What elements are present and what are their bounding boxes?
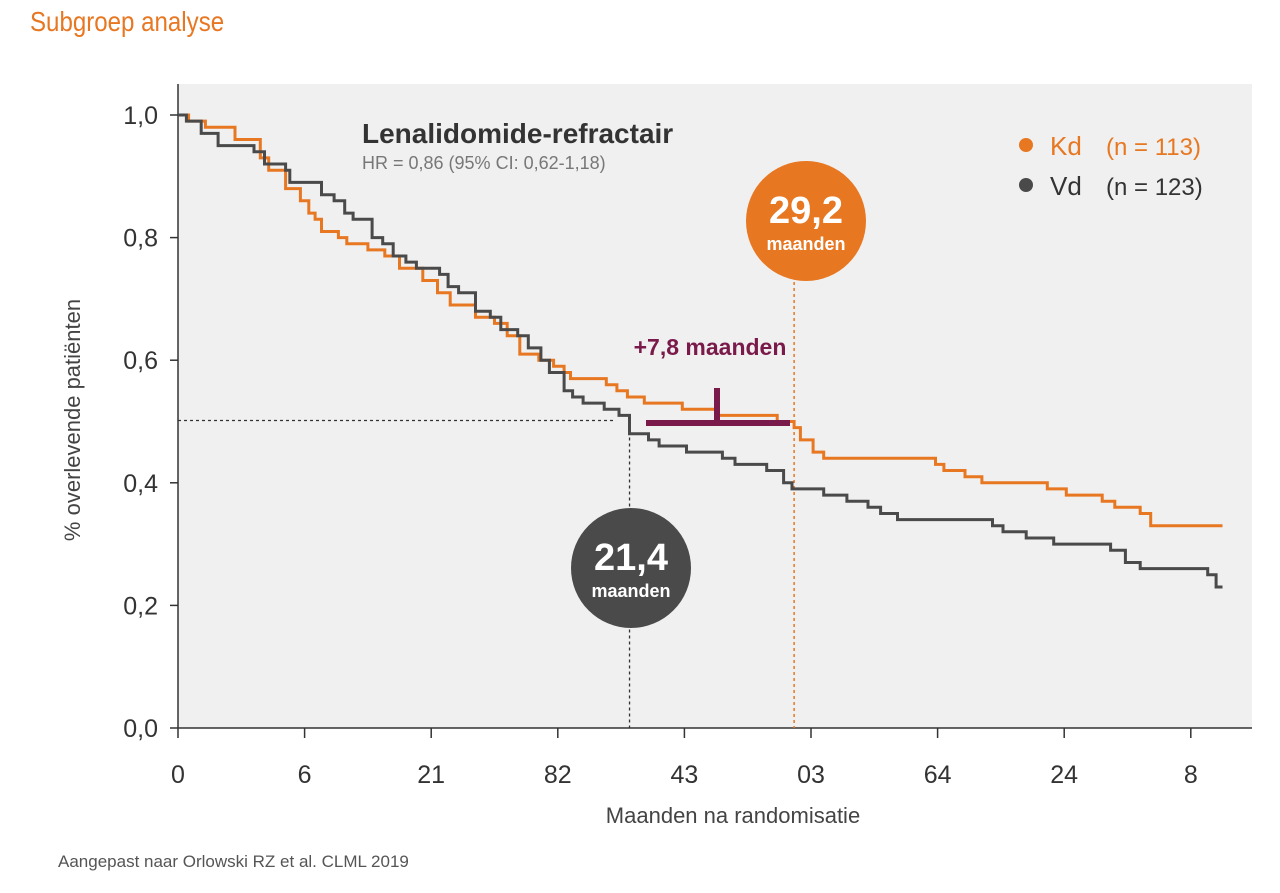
- x-tick-label: 0: [171, 761, 185, 789]
- x-tick-label: 8: [1184, 761, 1198, 789]
- y-tick-label: 0,8: [123, 225, 158, 253]
- vd-median-badge-unit: maanden: [591, 581, 670, 601]
- chart-title: Lenalidomide-refractair: [362, 118, 673, 149]
- chart-subtitle: HR = 0,86 (95% CI: 0,62-1,18): [362, 153, 606, 173]
- vd-median-badge-circle: [571, 508, 691, 628]
- kd-median-badge-unit: maanden: [766, 234, 845, 254]
- x-tick-label: 43: [670, 761, 698, 789]
- legend-count-vd: (n = 123): [1106, 174, 1203, 201]
- y-axis-title: % overlevende patiënten: [60, 299, 85, 541]
- legend-marker-kd: [1019, 138, 1033, 152]
- vd-median-badge-value: 21,4: [594, 537, 668, 579]
- legend-name-kd: Kd: [1050, 131, 1082, 161]
- x-tick-label: 6: [298, 761, 312, 789]
- x-tick-label: 03: [797, 761, 825, 789]
- series-line-vd: [178, 113, 1223, 589]
- page-heading: Subgroep analyse: [30, 6, 225, 37]
- x-tick-label: 24: [1050, 761, 1078, 789]
- legend-name-vd: Vd: [1050, 171, 1082, 201]
- difference-label: +7,8 maanden: [634, 334, 787, 360]
- y-tick-label: 0,2: [123, 592, 158, 620]
- legend-count-kd: (n = 113): [1106, 134, 1201, 161]
- y-tick-label: 0,4: [123, 470, 158, 498]
- kd-median-badge-value: 29,2: [769, 190, 843, 232]
- y-tick-label: 0,0: [123, 715, 158, 743]
- x-tick-label: 21: [417, 761, 445, 789]
- source-footnote: Aangepast naar Orlowski RZ et al. CLML 2…: [58, 852, 409, 871]
- y-tick-label: 0,6: [123, 347, 158, 375]
- x-tick-label: 82: [544, 761, 572, 789]
- kd-median-badge-circle: [746, 161, 866, 281]
- x-axis-title: Maanden na randomisatie: [606, 803, 860, 828]
- y-tick-label: 1,0: [123, 102, 158, 130]
- legend-marker-vd: [1019, 178, 1033, 192]
- series-line-kd: [178, 113, 1223, 528]
- x-tick-label: 64: [924, 761, 952, 789]
